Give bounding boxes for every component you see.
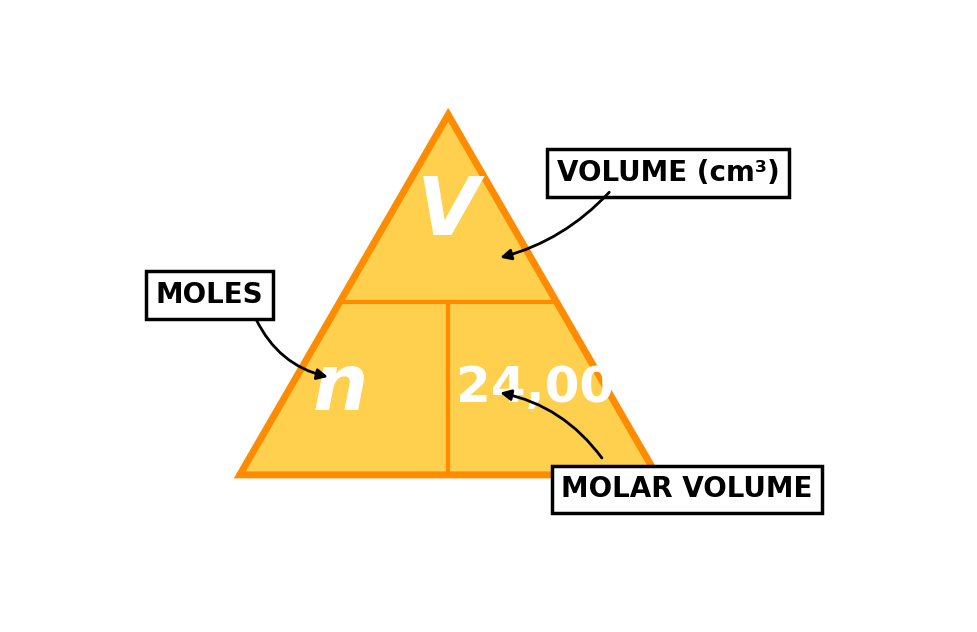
Text: V: V — [416, 174, 479, 252]
Text: MOLES: MOLES — [155, 281, 263, 309]
Text: MOLAR VOLUME: MOLAR VOLUME — [561, 475, 812, 504]
Text: 24,000: 24,000 — [455, 365, 648, 413]
Text: VOLUME (cm³): VOLUME (cm³) — [556, 159, 779, 187]
Polygon shape — [239, 115, 656, 475]
Text: n: n — [313, 351, 367, 427]
